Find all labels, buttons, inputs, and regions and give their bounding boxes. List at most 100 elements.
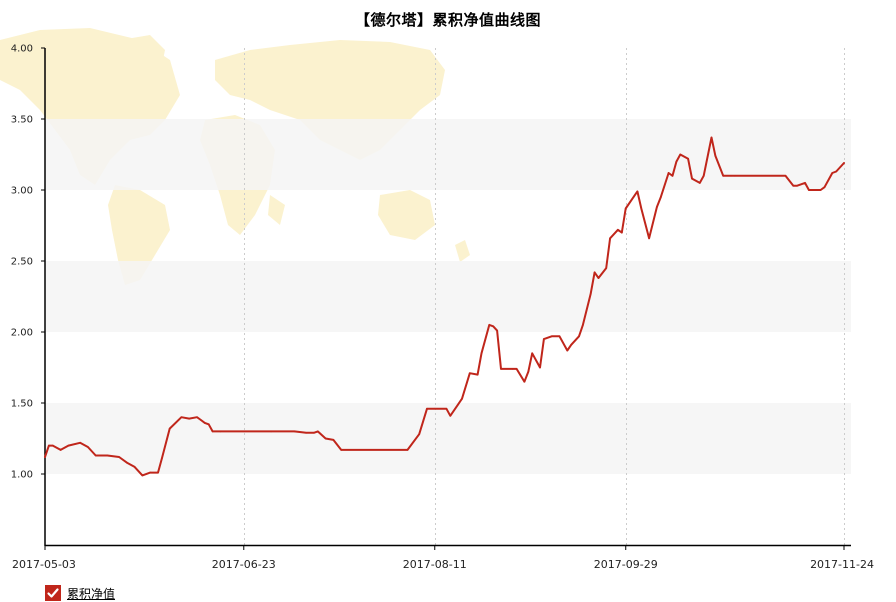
data-point	[332, 439, 335, 441]
data-point	[710, 136, 713, 139]
chart-title: 【德尔塔】累积净值曲线图	[354, 11, 541, 29]
data-point	[340, 449, 343, 451]
data-point	[44, 456, 46, 458]
x-tick-labels: 2017-05-03 2017-06-23 2017-08-11 2017-09-29…	[12, 545, 874, 571]
data-point	[406, 449, 409, 451]
data-point	[570, 344, 572, 346]
data-point	[434, 407, 436, 410]
data-point	[617, 229, 619, 231]
data-point	[79, 442, 81, 444]
data-point	[492, 325, 495, 328]
data-point	[578, 335, 580, 338]
x-tick-label: 2017-09-29	[594, 558, 658, 571]
data-point	[488, 324, 491, 326]
data-point	[722, 175, 724, 177]
data-point	[539, 366, 541, 369]
y-tick-label: 3.00	[11, 186, 33, 197]
data-point	[808, 189, 810, 191]
x-tick-label: 2017-06-23	[212, 558, 276, 571]
legend-item[interactable]: 累积净值	[45, 584, 115, 602]
data-point	[324, 437, 327, 440]
data-point	[656, 206, 658, 208]
data-point	[445, 407, 448, 410]
y-tick-label: 2.50	[11, 257, 33, 268]
data-point	[161, 457, 163, 460]
data-point	[691, 177, 693, 180]
data-point	[426, 407, 428, 410]
data-point	[589, 292, 592, 295]
data-point	[835, 170, 837, 173]
grid-band-1	[45, 261, 851, 332]
data-point	[480, 352, 483, 355]
data-point	[293, 430, 296, 433]
data-point	[624, 207, 627, 210]
data-point	[270, 430, 272, 433]
data-point	[582, 324, 584, 326]
grid-band-2	[45, 119, 851, 190]
data-point	[819, 189, 822, 191]
y-tick-label: 3.50	[11, 115, 33, 126]
series-line-group	[44, 136, 845, 477]
data-point	[843, 162, 845, 164]
data-point	[597, 277, 600, 279]
data-point	[804, 182, 806, 184]
data-point	[67, 444, 70, 447]
data-point	[667, 172, 670, 174]
data-point	[543, 338, 545, 340]
data-point	[796, 184, 798, 187]
data-point	[133, 466, 136, 468]
data-point	[515, 368, 518, 370]
data-point	[204, 422, 206, 424]
data-point	[207, 423, 210, 426]
data-point	[831, 172, 834, 174]
data-point	[48, 444, 50, 447]
legend-label[interactable]: 累积净值	[67, 586, 116, 601]
y-tick-label: 4.00	[11, 44, 33, 55]
data-point	[305, 432, 307, 434]
data-point	[609, 237, 611, 240]
data-point	[523, 380, 526, 383]
data-point	[784, 175, 787, 177]
data-point	[671, 175, 674, 177]
data-point	[126, 461, 128, 464]
data-point	[640, 207, 643, 210]
data-point	[168, 427, 171, 430]
data-point	[188, 417, 190, 420]
data-point	[219, 430, 222, 433]
data-point	[200, 419, 202, 421]
data-point	[558, 335, 561, 338]
data-point	[699, 182, 701, 184]
grid-band-0	[45, 403, 851, 474]
data-point	[106, 454, 109, 457]
legend-checkbox-icon[interactable]	[45, 585, 61, 601]
x-tick-label: 2017-05-03	[12, 558, 76, 571]
horizontal-bands	[45, 119, 851, 474]
data-point	[59, 449, 62, 451]
data-point	[621, 231, 623, 234]
data-point	[87, 446, 89, 448]
data-point	[702, 175, 705, 177]
data-point	[648, 237, 650, 240]
data-point	[317, 430, 319, 433]
data-point	[457, 403, 459, 406]
data-point	[605, 267, 607, 269]
x-tick-label: 2017-08-11	[403, 558, 467, 571]
data-point	[632, 196, 635, 198]
data-point	[500, 368, 502, 370]
axes	[44, 48, 851, 547]
data-point	[141, 474, 144, 477]
data-point	[636, 190, 639, 193]
data-point	[196, 416, 198, 419]
y-tick-label: 2.00	[11, 328, 33, 339]
data-point	[550, 335, 553, 338]
data-point	[476, 373, 479, 376]
data-point	[52, 444, 54, 447]
series-line-0	[44, 136, 845, 477]
data-point	[157, 471, 159, 474]
data-point	[593, 271, 596, 274]
x-tick-label: 2017-11-24	[810, 558, 874, 571]
data-point	[714, 155, 717, 157]
data-point	[730, 175, 732, 177]
data-point	[461, 397, 463, 400]
